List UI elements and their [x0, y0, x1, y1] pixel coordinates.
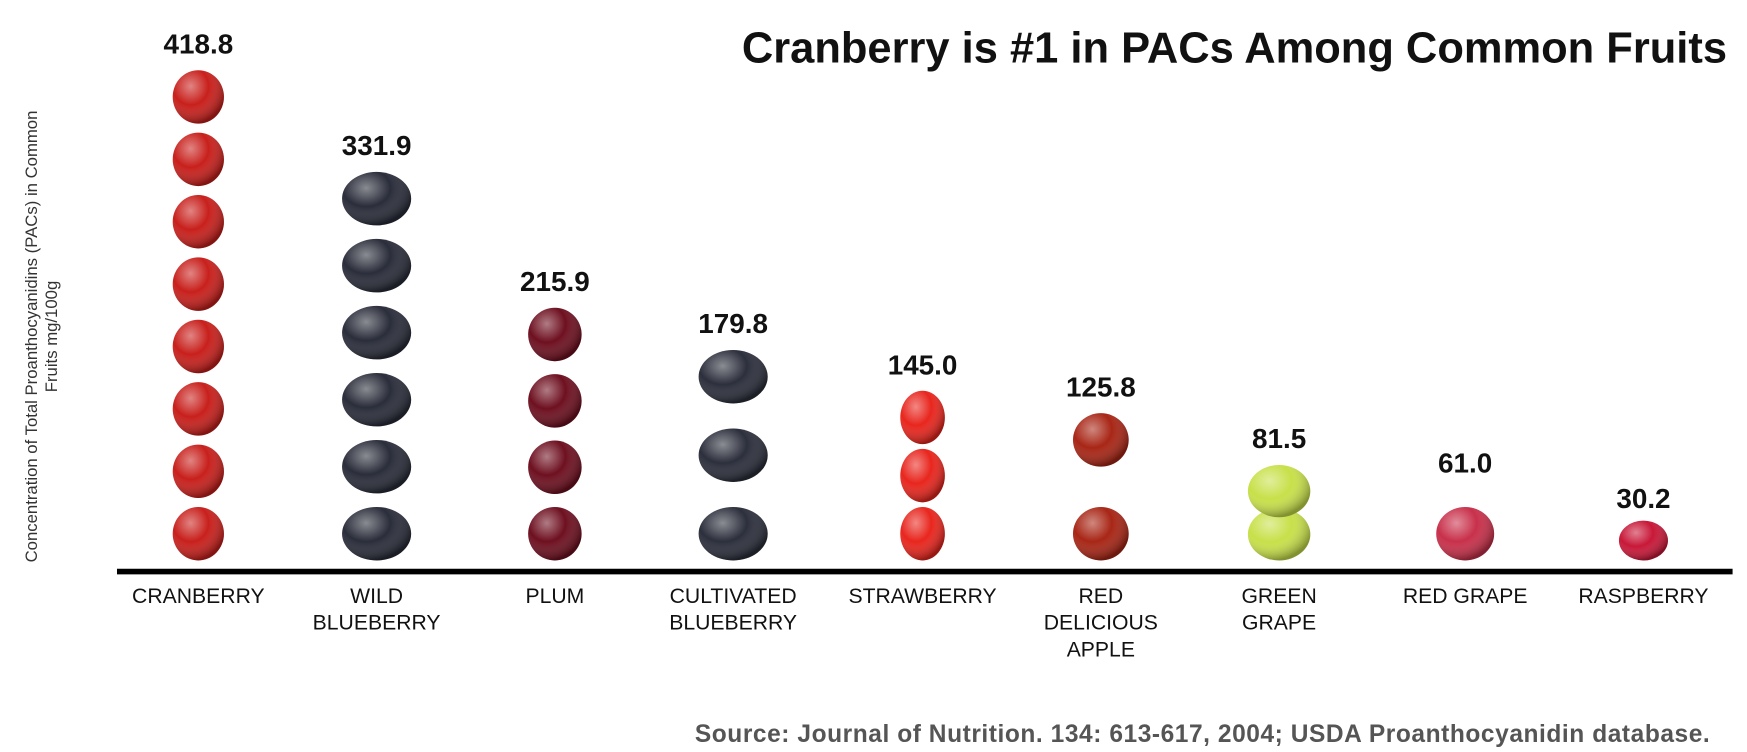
value-label: 145.0	[887, 349, 958, 381]
chart-title: Cranberry is #1 in PACs Among Common Fru…	[741, 24, 1728, 73]
fruit	[172, 257, 224, 311]
value-label: 125.8	[1065, 371, 1136, 404]
fruit-stack	[1618, 520, 1668, 561]
fruit	[342, 439, 412, 494]
x-tick-label: CULTIVATED BLUEBERRY	[669, 584, 798, 636]
fruit	[698, 506, 768, 561]
fruit	[1436, 506, 1495, 561]
x-tick-label: PLUM	[525, 584, 585, 609]
fruit	[528, 440, 582, 495]
fruit	[342, 506, 412, 561]
fruit	[1618, 520, 1668, 561]
value-label: 215.9	[520, 266, 590, 298]
fruit-stack	[172, 70, 224, 561]
fruit	[172, 382, 224, 436]
fruit	[172, 506, 224, 561]
fruit	[1247, 508, 1311, 561]
value-label: 179.8	[698, 308, 768, 340]
fruit	[528, 506, 582, 561]
fruit-stack	[698, 349, 768, 561]
fruit	[172, 194, 224, 249]
value-label: 81.5	[1251, 423, 1307, 455]
x-tick-label: WILD BLUEBERRY	[312, 584, 441, 636]
fruit	[900, 448, 945, 503]
fruit	[1247, 465, 1311, 518]
fruit-stack	[1436, 506, 1495, 561]
fruit	[342, 171, 412, 226]
fruit-stack	[1247, 465, 1311, 561]
fruit	[528, 374, 582, 428]
fruit	[528, 307, 582, 362]
value-label: 331.9	[341, 130, 412, 162]
value-label: 61.0	[1438, 447, 1493, 480]
value-label: 30.2	[1616, 483, 1671, 516]
fruit	[172, 444, 224, 499]
fruit	[172, 70, 224, 124]
fruit-stack	[528, 307, 582, 561]
fruit	[698, 349, 768, 404]
fruit	[172, 132, 224, 187]
x-tick-label: CRANBERRY	[132, 584, 265, 609]
x-tick-label: RED DELICIOUS APPLE	[1043, 584, 1158, 662]
fruit	[1072, 506, 1129, 561]
fruit-stack	[1072, 413, 1129, 561]
fruit-stack	[342, 171, 412, 561]
fruit	[342, 238, 412, 293]
x-tick-label: STRAWBERRY	[848, 584, 997, 609]
fruit-stack	[900, 390, 945, 561]
value-label: 418.8	[163, 28, 234, 61]
source-note: Source: Journal of Nutrition. 134: 613-6…	[694, 719, 1711, 748]
fruit	[342, 372, 412, 427]
x-tick-label: GREEN GRAPE	[1241, 584, 1317, 636]
fruit	[1072, 413, 1129, 467]
fruit	[172, 319, 224, 374]
fruit	[342, 305, 412, 360]
x-tick-label: RASPBERRY	[1578, 584, 1709, 609]
x-tick-label: RED GRAPE	[1402, 584, 1528, 609]
fruit	[900, 390, 945, 445]
fruit	[900, 506, 945, 561]
fruit	[698, 428, 768, 482]
y-axis-label: Concentration of Total Proanthocyanidins…	[22, 110, 62, 563]
